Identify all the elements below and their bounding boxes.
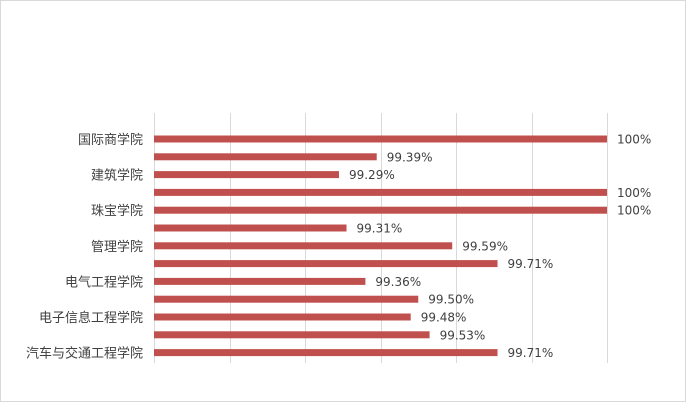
bar [154, 295, 419, 303]
data-label: 100% [617, 186, 651, 200]
category-label: 电子信息工程学院 [39, 310, 143, 326]
data-label: 99.71% [508, 257, 554, 271]
category-label: 管理学院 [91, 239, 143, 255]
category-label: 汽车与交通工程学院 [26, 346, 143, 362]
data-label: 99.59% [462, 239, 508, 253]
bar [154, 206, 607, 214]
category-label: 电气工程学院 [65, 274, 143, 290]
data-label: 99.29% [349, 168, 395, 182]
bar [154, 260, 498, 268]
data-label: 99.48% [421, 311, 467, 325]
bar [154, 242, 453, 250]
bar [154, 171, 339, 179]
data-label: 100% [617, 204, 651, 218]
bar [154, 224, 347, 232]
bar [154, 277, 366, 285]
data-label: 100% [617, 133, 651, 147]
bar [154, 153, 377, 161]
bar [154, 331, 430, 339]
data-label: 99.53% [440, 328, 486, 342]
data-label: 99.50% [428, 293, 474, 307]
data-label: 99.31% [357, 222, 403, 236]
data-label: 99.39% [387, 150, 433, 164]
bar [154, 188, 607, 196]
category-label: 建筑学院 [91, 168, 143, 184]
category-label: 国际商学院 [78, 132, 143, 148]
category-label: 珠宝学院 [91, 203, 143, 219]
data-label: 99.71% [508, 346, 554, 360]
bar [154, 313, 411, 321]
bar [154, 349, 498, 357]
bar [154, 135, 607, 143]
data-label: 99.36% [375, 275, 421, 289]
